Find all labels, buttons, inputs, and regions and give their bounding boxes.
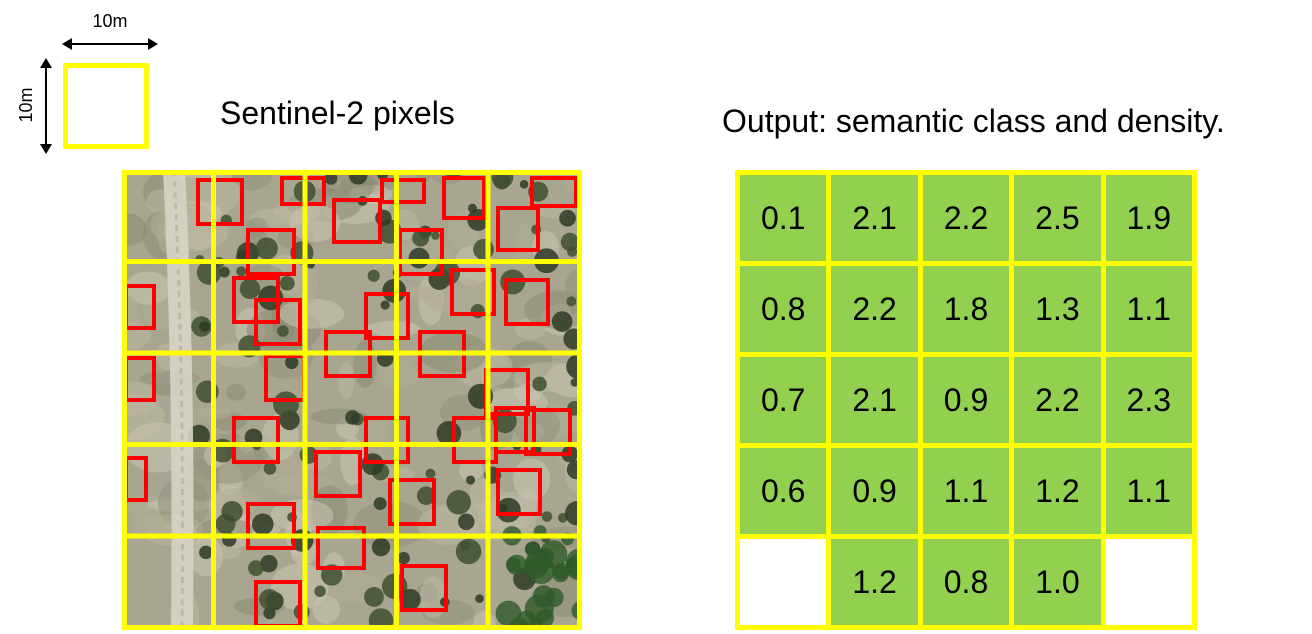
output-density-grid: 0.1 2.1 2.2 2.5 1.9 0.8 2.2 1.8 1.3 1.1 0.7 2.1 0.9 2… (735, 170, 1197, 630)
satellite-image (122, 170, 582, 630)
density-cell: 1.1 (922, 448, 1010, 534)
no-class-cell (1105, 539, 1192, 625)
scale-width-label: 10m (92, 11, 128, 31)
density-cell: 0.6 (740, 448, 827, 534)
density-cell: 0.1 (740, 175, 827, 261)
density-cell: 1.0 (1014, 539, 1101, 625)
density-cell: 1.3 (1014, 266, 1101, 352)
density-cell: 0.8 (740, 266, 827, 352)
output-title: Output: semantic class and density. (722, 103, 1225, 139)
dirt-road (163, 170, 194, 630)
density-cell: 2.3 (1105, 357, 1192, 443)
density-cell: 0.9 (831, 448, 918, 534)
height-arrow-icon (40, 58, 52, 154)
density-cell: 2.2 (831, 266, 918, 352)
density-cell: 0.9 (922, 357, 1010, 443)
density-cell: 2.1 (831, 357, 918, 443)
density-cell: 0.7 (740, 357, 827, 443)
density-cell: 1.2 (1014, 448, 1101, 534)
density-cell: 2.2 (922, 175, 1010, 261)
pixel-grid-lines (122, 170, 582, 630)
density-cell: 1.8 (922, 266, 1010, 352)
density-cell: 1.1 (1105, 448, 1192, 534)
density-cell: 2.5 (1014, 175, 1101, 261)
pixel-scale-box (63, 63, 149, 149)
scale-height-label: 10m (16, 87, 36, 123)
density-cell: 2.1 (831, 175, 918, 261)
density-cell: 2.2 (1014, 357, 1101, 443)
density-cell: 1.1 (1105, 266, 1192, 352)
density-cell: 1.9 (1105, 175, 1192, 261)
sentinel-pixels-label: Sentinel-2 pixels (220, 95, 455, 131)
width-arrow-icon (62, 38, 158, 50)
density-cell: 0.8 (922, 539, 1010, 625)
no-class-cell (740, 539, 827, 625)
density-cell: 1.2 (831, 539, 918, 625)
